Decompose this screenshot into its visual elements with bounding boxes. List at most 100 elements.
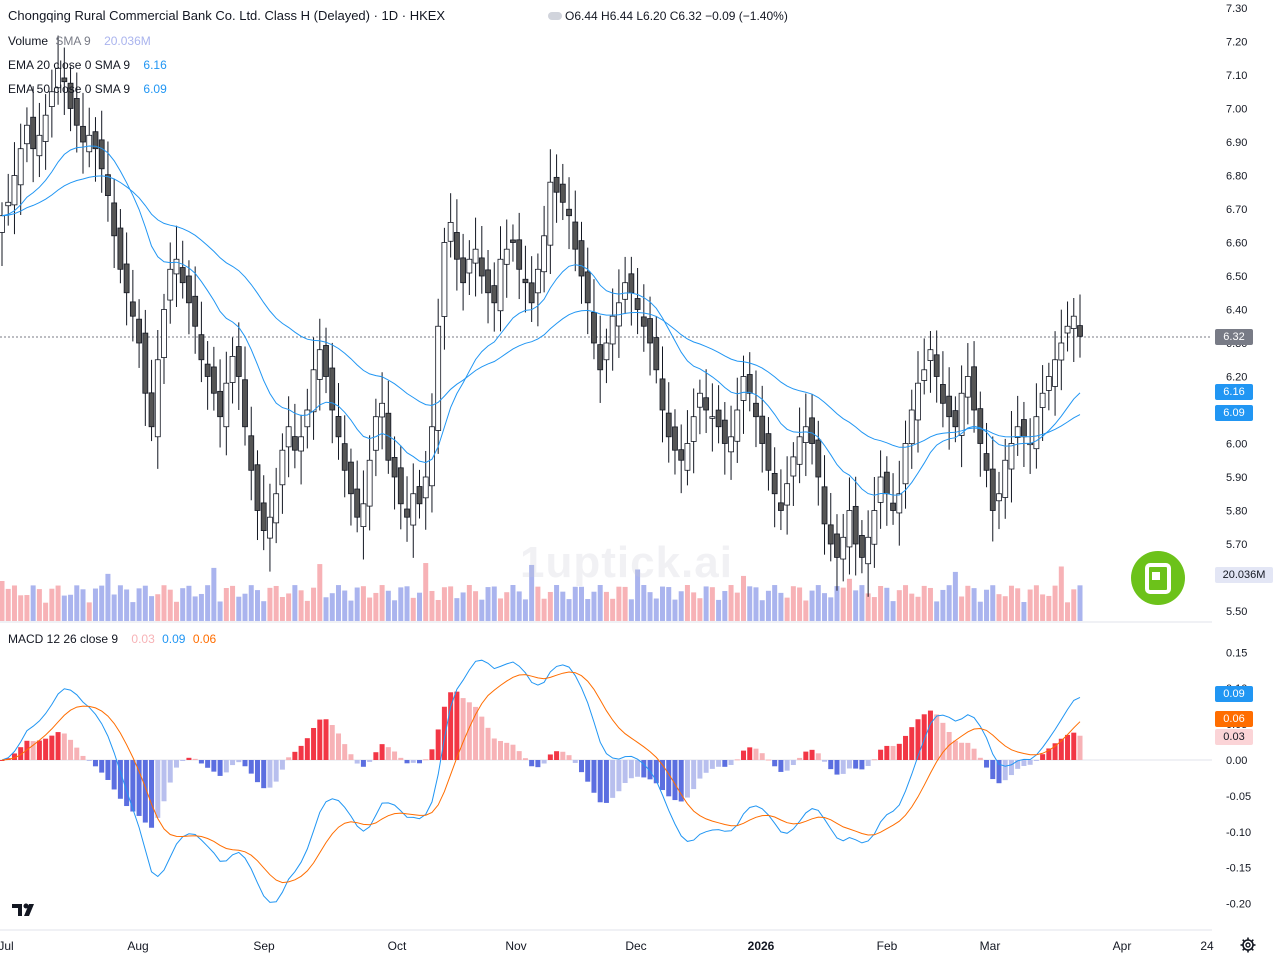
volume-bar	[890, 601, 896, 621]
volume-bar	[111, 594, 117, 621]
settings-gear-icon[interactable]	[1240, 937, 1256, 953]
candle-body	[734, 409, 741, 442]
macd-histogram-bar	[136, 760, 142, 816]
volume-bar	[429, 590, 435, 621]
candle-body	[771, 472, 778, 495]
volume-bar	[934, 601, 940, 621]
candle-body	[746, 374, 753, 394]
candle-body	[659, 378, 666, 411]
volume-bar	[248, 585, 254, 621]
macd-legend-line: 0.09	[162, 632, 186, 646]
time-tick-label: Sep	[253, 939, 275, 953]
volume-bar	[946, 585, 952, 621]
volume-bar	[684, 585, 690, 621]
candle-body	[485, 269, 491, 294]
candle-body	[254, 464, 261, 511]
price-axis[interactable]: 7.30 7.20 7.10 7.00 6.90 6.80 6.70 6.60 6.50 6.40…	[1226, 3, 1247, 618]
macd-histogram-bar	[360, 760, 366, 767]
candle-body	[915, 382, 921, 421]
candle-body	[161, 309, 167, 358]
candle-body	[927, 349, 934, 361]
volume-bar	[454, 598, 460, 621]
macd-legend[interactable]: MACD 12 26 close 9 0.03 0.09 0.06	[8, 632, 220, 646]
volume-bar	[529, 564, 535, 621]
volume-bar	[435, 599, 441, 621]
time-tick-label: Nov	[505, 939, 526, 953]
candle-body	[778, 502, 784, 511]
macd-histogram-bar	[790, 760, 796, 766]
macd-histogram-bar	[1021, 760, 1027, 766]
volume-bar	[254, 590, 260, 621]
candle-body	[877, 476, 884, 503]
volume-bar	[554, 585, 560, 621]
candle-body	[391, 457, 398, 478]
last-price-tag: 6.32	[1215, 329, 1253, 345]
volume-bar	[1040, 594, 1046, 621]
volume-bar	[697, 598, 703, 621]
candle-body	[578, 240, 585, 277]
macd-histogram-bar	[504, 742, 510, 760]
ema-lines	[1, 145, 1081, 496]
candle-body	[154, 359, 161, 438]
candle-body	[1052, 359, 1058, 387]
time-tick-label: Oct	[388, 939, 407, 953]
candle-body	[267, 516, 273, 539]
macd-tick-label: -0.05	[1226, 791, 1251, 803]
volume-legend[interactable]: Volume SMA 9 20.036M	[8, 34, 155, 48]
macd-histogram-bar	[647, 760, 653, 780]
price-tick-label: 5.80	[1226, 506, 1247, 518]
candle-body	[422, 476, 429, 499]
candle-body	[335, 416, 342, 438]
price-tick-label: 6.50	[1226, 271, 1247, 283]
macd-histogram-bar	[977, 757, 983, 760]
candle-body	[703, 397, 710, 411]
macd-histogram-bar	[859, 760, 865, 770]
volume-bar	[354, 587, 360, 621]
volume-bar	[329, 593, 335, 621]
candle-body	[204, 363, 211, 377]
volume-bar	[878, 585, 884, 621]
volume-bar	[579, 586, 585, 621]
time-axis[interactable]: Jul Aug Sep Oct Nov Dec 2026 Feb Mar Apr 24	[0, 939, 1214, 953]
volume-bar	[597, 585, 603, 621]
volume-bar	[360, 586, 366, 621]
volume-bar	[155, 594, 161, 621]
candle-body	[291, 436, 298, 451]
candle-body	[802, 426, 809, 443]
volume-bar	[1065, 602, 1071, 621]
candle-body	[366, 459, 373, 507]
macd-tick-label: -0.15	[1226, 863, 1251, 875]
candle-body	[329, 367, 336, 411]
volume-bar	[510, 585, 516, 621]
macd-histogram-bar	[554, 751, 560, 760]
volume-bar	[55, 585, 61, 621]
volume-bar	[591, 591, 597, 621]
macd-histogram-bar	[759, 753, 765, 760]
ema20-legend[interactable]: EMA 20 close 0 SMA 9 6.16	[8, 58, 171, 72]
macd-histogram-bar	[878, 749, 884, 760]
volume-bar	[1052, 585, 1058, 621]
volume-bar	[865, 593, 871, 621]
candle-body	[1077, 325, 1083, 337]
candle-body	[591, 312, 597, 344]
macd-histogram-bar	[74, 747, 80, 760]
macd-histogram-bar	[616, 760, 622, 792]
macd-histogram-bar	[803, 751, 809, 760]
visibility-icon[interactable]	[548, 12, 562, 20]
candle-body	[603, 342, 610, 361]
candle-body	[541, 235, 548, 273]
tradingview-logo-icon[interactable]	[10, 899, 38, 921]
macd-histogram-bar	[117, 760, 123, 799]
macd-histogram-bar	[934, 714, 940, 760]
volume-bar	[921, 585, 927, 621]
ema50-legend[interactable]: EMA 50 close 0 SMA 9 6.09	[8, 82, 171, 96]
volume-bar	[616, 586, 622, 621]
macd-histogram-bar	[1046, 748, 1052, 760]
volume-bar	[790, 586, 796, 621]
time-tick-label: Jul	[0, 939, 14, 953]
volume-bar	[772, 585, 778, 621]
macd-histogram-bar	[410, 760, 416, 763]
candle-body	[784, 483, 791, 506]
macd-histogram-bar	[435, 729, 441, 760]
